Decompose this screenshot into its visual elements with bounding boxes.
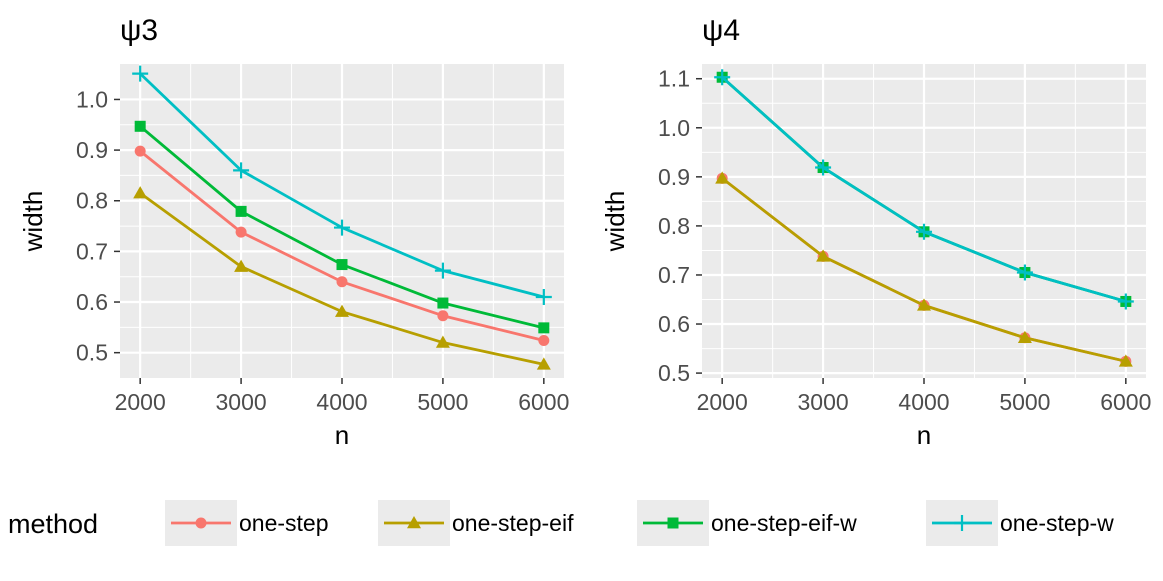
data-point-one-step-w (535, 288, 552, 305)
plus-marker-icon (954, 515, 970, 531)
data-point-one-step-eif (816, 249, 831, 262)
data-point-one-step (538, 335, 550, 347)
legend-label: one-step-w (1000, 510, 1114, 536)
y-tick-label: 0.7 (76, 238, 108, 264)
data-point-one-step-w (132, 65, 149, 82)
y-tick-label: 0.7 (658, 262, 690, 288)
data-point-one-step-eif (435, 335, 450, 348)
y-tick-label: 0.5 (658, 360, 690, 386)
data-point-one-step-w (916, 223, 932, 240)
data-point-one-step-w (1117, 293, 1134, 310)
legend-item-one-step-eif-w: one-step-eif-w (637, 500, 857, 546)
legend-item-one-step-eif: one-step-eif (378, 500, 574, 546)
data-point-one-step-eif-w (336, 259, 348, 271)
data-point-one-step-eif (536, 357, 551, 370)
x-tick-label: 5000 (417, 389, 468, 415)
data-point-one-step-eif (335, 304, 349, 317)
data-point-one-step-eif-w (235, 205, 247, 217)
y-tick-label: 1.0 (658, 115, 690, 141)
y-tick-label: 0.8 (76, 188, 108, 214)
x-tick-label: 6000 (518, 389, 569, 415)
data-point-one-step (235, 226, 247, 238)
legend-title: method (8, 509, 98, 539)
y-axis-title: width (600, 191, 630, 253)
data-point-one-step-w (233, 162, 250, 179)
legend-item-one-step-w: one-step-w (926, 500, 1114, 546)
data-point-one-step (134, 145, 146, 157)
y-tick-label: 0.6 (76, 289, 108, 315)
legend: method one-step one-step-eif one-step-eif-w… (8, 500, 1114, 546)
x-tick-label: 5000 (999, 389, 1050, 415)
chart-panel-1: ψ3 0.5 0.6 0.7 0.8 0.9 1.0 2000 3000 4000 5000 6000… (18, 14, 569, 450)
x-tick-label: 4000 (316, 389, 367, 415)
legend-item-one-step: one-step (165, 500, 329, 546)
legend-label: one-step-eif-w (711, 510, 857, 536)
x-axis-title: n (917, 420, 931, 450)
y-axis-title: width (18, 191, 48, 253)
data-point-one-step (336, 276, 348, 288)
x-tick-label: 3000 (798, 389, 849, 415)
x-tick-label: 2000 (697, 389, 748, 415)
y-tick-label: 0.5 (76, 340, 108, 366)
data-point-one-step-w (714, 69, 731, 86)
data-point-one-step-eif (1017, 330, 1032, 344)
y-tick-label: 1.0 (76, 86, 108, 112)
data-point-one-step-w (434, 262, 451, 279)
panel-title: ψ3 (120, 14, 158, 47)
square-marker-icon (667, 517, 679, 529)
data-point-one-step-eif-w (134, 120, 146, 132)
y-tick-label: 1.1 (658, 66, 690, 92)
legend-label: one-step (239, 510, 329, 536)
chart-panel-2: ψ4 0.5 0.6 0.7 0.8 0.9 1.0 1.1 2000 3000 4000 5000 6… (600, 14, 1151, 450)
x-tick-label: 4000 (898, 389, 949, 415)
x-axis-title: n (335, 420, 349, 450)
legend-label: one-step-eif (452, 510, 574, 536)
data-point-one-step-w (815, 159, 832, 176)
y-tick-label: 0.9 (658, 164, 690, 190)
data-point-one-step-eif (234, 259, 249, 272)
data-point-one-step-eif-w (437, 297, 449, 309)
data-point-one-step-eif (1118, 354, 1133, 367)
x-tick-label: 6000 (1100, 389, 1151, 415)
y-tick-label: 0.8 (658, 213, 690, 239)
triangle-marker-icon (407, 516, 421, 529)
y-tick-label: 0.6 (658, 311, 690, 337)
x-tick-label: 3000 (216, 389, 267, 415)
data-point-one-step-eif (133, 186, 148, 199)
data-point-one-step-w (1016, 264, 1033, 281)
panel-title: ψ4 (702, 14, 740, 47)
data-point-one-step-eif (917, 298, 931, 311)
circle-marker-icon (195, 517, 207, 529)
data-point-one-step-eif (715, 171, 730, 184)
y-tick-label: 0.9 (76, 137, 108, 163)
x-tick-label: 2000 (115, 389, 166, 415)
data-point-one-step (437, 310, 449, 322)
data-point-one-step-w (334, 219, 350, 236)
data-point-one-step-eif-w (538, 322, 550, 334)
